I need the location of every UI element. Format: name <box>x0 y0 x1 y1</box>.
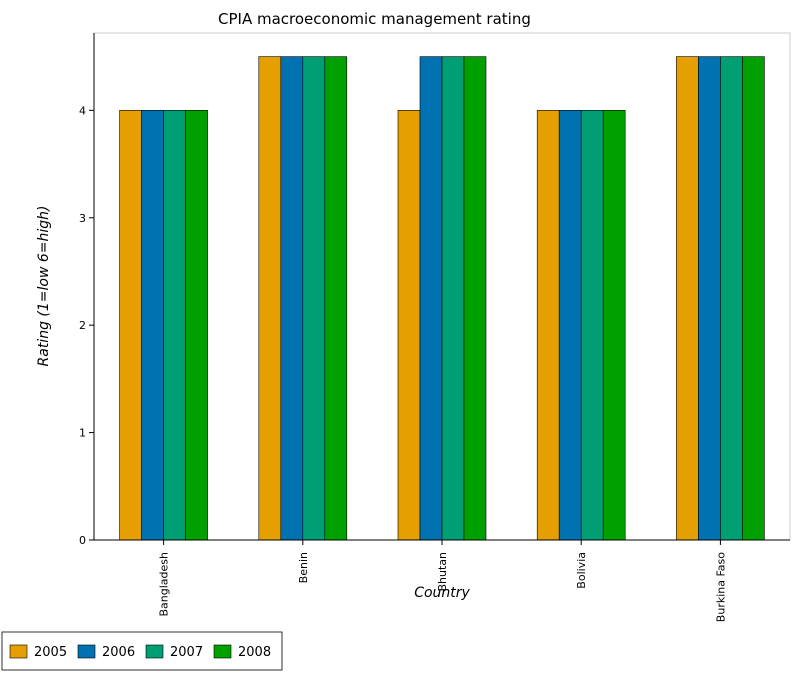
legend-label-2006: 2006 <box>102 645 135 660</box>
x-tick-label: Bolivia <box>575 552 588 589</box>
legend-label-2008: 2008 <box>238 645 271 660</box>
x-axis: Bangladesh Benin Bhutan Bolivia Burkina Faso <box>94 539 790 622</box>
legend-swatch-2006 <box>77 644 96 659</box>
bar-bhutan-2008 <box>463 56 487 541</box>
bars-group <box>119 56 765 541</box>
y-tick-label: 2 <box>79 319 86 332</box>
bar-benin-2006 <box>280 56 304 541</box>
y-axis-label: Rating (1=low 6=high) <box>36 206 52 367</box>
bar-bangladesh-2007 <box>163 110 186 541</box>
legend-box <box>1 631 283 671</box>
bar-bhutan-2007 <box>441 56 465 541</box>
y-axis: 0 1 2 3 4 <box>79 33 95 547</box>
bar-bhutan-2006 <box>419 56 443 541</box>
bar-bhutan-2005 <box>397 110 421 541</box>
y-tick-label: 3 <box>79 212 86 225</box>
bar-burkina-faso-2005 <box>676 56 699 541</box>
legend-swatch-2008 <box>213 644 232 659</box>
legend: 2005 2006 2007 2008 <box>1 631 283 671</box>
x-tick-label: Bhutan <box>436 552 449 592</box>
x-tick-label: Burkina Faso <box>714 552 727 622</box>
bar-bangladesh-2005 <box>119 110 142 541</box>
y-tick-label: 0 <box>79 534 86 547</box>
bar-benin-2005 <box>258 56 282 541</box>
bar-benin-2007 <box>302 56 326 541</box>
x-tick-label: Bangladesh <box>158 552 171 617</box>
bar-bolivia-2005 <box>536 110 560 541</box>
y-tick-label: 1 <box>79 427 86 440</box>
legend-swatch-2005 <box>9 644 28 659</box>
bar-bangladesh-2006 <box>141 110 164 541</box>
bar-burkina-faso-2007 <box>720 56 743 541</box>
bar-burkina-faso-2008 <box>742 56 765 541</box>
bar-bolivia-2008 <box>602 110 626 541</box>
bar-burkina-faso-2006 <box>698 56 721 541</box>
bar-bangladesh-2008 <box>185 110 208 541</box>
legend-swatch-2007 <box>145 644 164 659</box>
legend-label-2007: 2007 <box>170 645 203 660</box>
x-tick-label: Benin <box>297 552 310 583</box>
x-axis-label: Country <box>414 585 470 601</box>
bar-bolivia-2007 <box>580 110 604 541</box>
bar-benin-2008 <box>324 56 348 541</box>
legend-label-2005: 2005 <box>34 645 67 660</box>
y-tick-label: 4 <box>79 104 86 117</box>
bar-bolivia-2006 <box>558 110 582 541</box>
chart-title: CPIA macroeconomic management rating <box>218 10 531 28</box>
